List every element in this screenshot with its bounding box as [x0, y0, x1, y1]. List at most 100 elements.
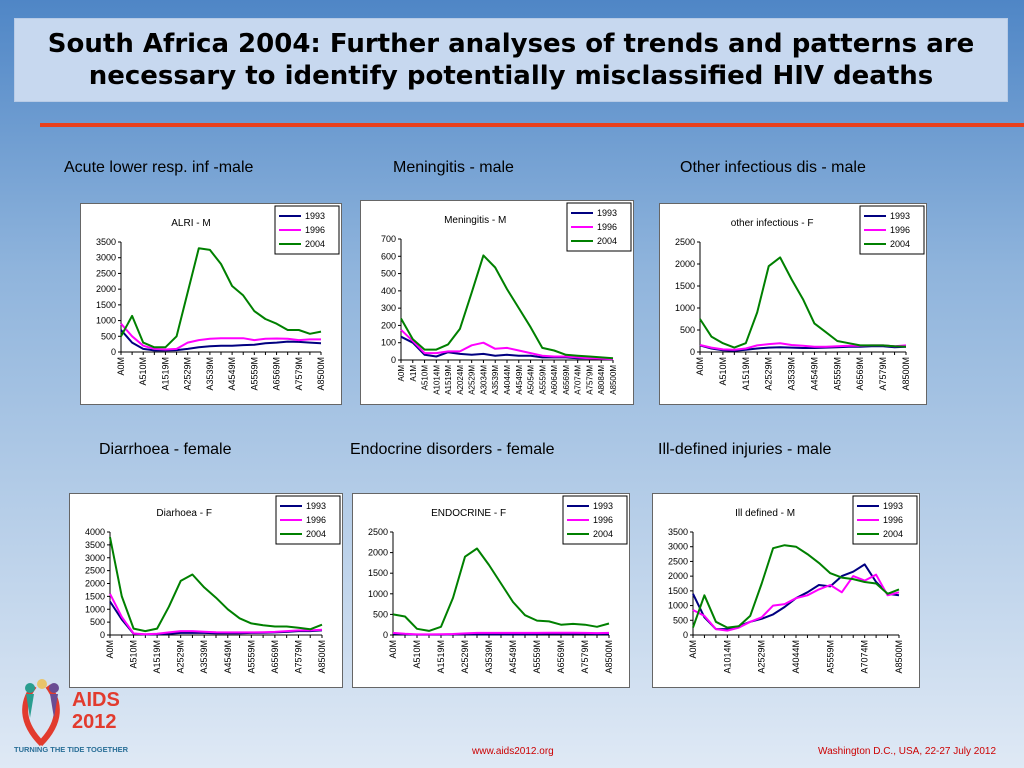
y-tick-label: 3500 — [96, 237, 116, 247]
slide-title: South Africa 2004: Further analyses of t… — [47, 29, 975, 91]
x-tick-label: A5559M — [832, 357, 842, 391]
x-tick-label: A3034M — [479, 365, 488, 395]
y-tick-label: 300 — [381, 303, 396, 313]
y-tick-label: 2000 — [96, 284, 116, 294]
chart-meningitis: Meningitis - M 0 100 200 300 400 500 600 700 A0M A… — [360, 200, 634, 405]
chart-title: Meningitis - M — [444, 215, 506, 226]
series-line-2004 — [392, 547, 610, 632]
legend-label: 1996 — [306, 515, 326, 525]
chart-heading-alri: Acute lower resp. inf -male — [64, 159, 254, 176]
chart-ill-defined: Ill defined - M 0 500 1000 1500 2000 2500 3000 3… — [652, 493, 920, 688]
x-tick-label: A5559M — [246, 640, 256, 674]
x-tick-label: A0M — [397, 365, 406, 382]
y-tick-label: 2500 — [668, 556, 688, 566]
y-tick-label: 500 — [373, 609, 388, 619]
x-tick-label: A7579M — [293, 640, 303, 674]
x-tick-label: A3539M — [491, 365, 500, 395]
x-tick-label: A8500M — [609, 365, 618, 395]
series-line-2004 — [109, 537, 323, 633]
chart-alri: ALRI - M 0 500 1000 1500 2000 2500 3000 3500 A0M A… — [80, 203, 342, 405]
y-tick-label: 0 — [391, 355, 396, 365]
y-tick-label: 1000 — [675, 303, 695, 313]
x-tick-label: A3539M — [484, 640, 494, 674]
chart-other-infectious: other infectious - F 0 500 1000 1500 2000 2500… — [659, 203, 927, 405]
x-tick-label: A5054M — [527, 365, 536, 395]
y-tick-label: 400 — [381, 286, 396, 296]
legend-label: 1993 — [306, 501, 326, 511]
y-tick-label: 2000 — [668, 571, 688, 581]
x-tick-label: A5559M — [532, 640, 542, 674]
y-tick-label: 2000 — [368, 548, 388, 558]
legend-label: 1993 — [593, 501, 613, 511]
chart-diarrhoea: Diarhoea - F 0 500 1000 1500 2000 2500 3000 3500… — [69, 493, 343, 688]
x-tick-label: A6569M — [556, 640, 566, 674]
x-tick-label: A4044M — [791, 640, 801, 674]
chart-svg: ALRI - M 0 500 1000 1500 2000 2500 3000 3500 A0M A… — [96, 205, 340, 391]
y-tick-label: 1500 — [675, 281, 695, 291]
series-line-2004 — [120, 247, 322, 349]
legend-label: 2004 — [890, 239, 910, 249]
x-tick-label: A4044M — [503, 365, 512, 395]
x-tick-label: A4549M — [515, 365, 524, 395]
x-tick-label: A8084M — [597, 365, 606, 395]
series-line-1996 — [400, 329, 614, 361]
logo-tagline: TURNING THE TIDE TOGETHER — [14, 745, 129, 754]
legend-label: 2004 — [306, 529, 326, 539]
x-tick-label: A0M — [116, 357, 126, 376]
x-tick-label: A510M — [718, 357, 728, 386]
series-line-2004 — [400, 254, 614, 360]
x-tick-label: A7579M — [585, 365, 594, 395]
y-tick-label: 1500 — [668, 586, 688, 596]
chart-title: ALRI - M — [171, 218, 210, 229]
x-tick-label: A1519M — [160, 357, 170, 391]
y-tick-label: 0 — [683, 630, 688, 640]
y-tick-label: 2500 — [368, 527, 388, 537]
y-tick-label: 0 — [690, 347, 695, 357]
chart-heading-meningitis: Meningitis - male — [393, 159, 514, 176]
y-tick-label: 4000 — [85, 527, 105, 537]
x-tick-label: A6569M — [562, 365, 571, 395]
chart-heading-endocrine: Endocrine disorders - female — [350, 441, 555, 458]
x-tick-label: A2529M — [468, 365, 477, 395]
x-tick-label: A1M — [409, 365, 418, 382]
legend-label: 2004 — [593, 529, 613, 539]
y-tick-label: 3500 — [85, 540, 105, 550]
x-tick-label: A8500M — [316, 357, 326, 391]
x-tick-label: A510M — [138, 357, 148, 386]
legend-label: 1993 — [305, 211, 325, 221]
series-line-1993 — [692, 563, 900, 631]
legend-label: 1996 — [597, 222, 617, 232]
x-tick-label: A510M — [129, 640, 139, 669]
y-tick-label: 0 — [383, 630, 388, 640]
chart-svg: other infectious - F 0 500 1000 1500 2000 2500… — [675, 205, 925, 391]
chart-svg: ENDOCRINE - F 0 500 1000 1500 2000 2500 A0M A510… — [368, 495, 628, 674]
chart-title: ENDOCRINE - F — [431, 508, 506, 519]
x-tick-label: A6569M — [270, 640, 280, 674]
x-tick-label: A8500M — [901, 357, 911, 391]
y-tick-label: 2000 — [675, 259, 695, 269]
y-tick-label: 2000 — [85, 579, 105, 589]
x-tick-label: A4549M — [809, 357, 819, 391]
x-tick-label: A0M — [688, 640, 698, 659]
legend-label: 1996 — [890, 225, 910, 235]
legend-label: 1993 — [597, 208, 617, 218]
legend-label: 1996 — [883, 515, 903, 525]
footer-event: Washington D.C., USA, 22-27 July 2012 — [818, 746, 997, 757]
x-tick-label: A2529M — [460, 640, 470, 674]
y-tick-label: 1000 — [85, 604, 105, 614]
x-tick-label: A1519M — [436, 640, 446, 674]
y-tick-label: 1000 — [96, 316, 116, 326]
title-box: South Africa 2004: Further analyses of t… — [14, 18, 1008, 102]
legend-label: 1996 — [305, 225, 325, 235]
x-tick-label: A1519M — [741, 357, 751, 391]
x-tick-label: A2529M — [176, 640, 186, 674]
chart-heading-other-infectious: Other infectious dis - male — [680, 159, 866, 176]
x-tick-label: A6569M — [272, 357, 282, 391]
x-tick-label: A1014M — [722, 640, 732, 674]
x-tick-label: A7579M — [580, 640, 590, 674]
series-line-2004 — [699, 256, 907, 349]
chart-svg: Ill defined - M 0 500 1000 1500 2000 2500 3000 3… — [668, 495, 918, 674]
x-tick-label: A7074M — [860, 640, 870, 674]
chart-svg: Diarhoea - F 0 500 1000 1500 2000 2500 3000 3500… — [85, 495, 341, 674]
